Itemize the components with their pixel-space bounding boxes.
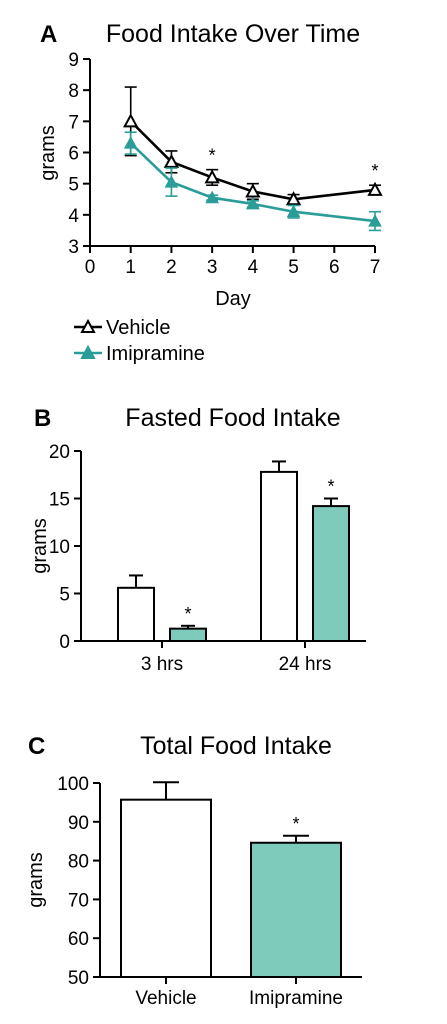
panel-c-y-tick-label: 100 xyxy=(57,774,89,795)
panel-a-x-tick-label: 6 xyxy=(329,257,340,278)
panel-c-title: Total Food Intake xyxy=(140,732,332,760)
panel-a-legend-label: Imipramine xyxy=(106,343,205,365)
panel-a-point-vehicle xyxy=(163,153,180,168)
panel-a-legend-marker xyxy=(80,344,96,359)
panel-a: A Food Intake Over Time grams Day 3 4 5 6 7 8… xyxy=(37,20,383,365)
panel-b-bar-imipramine xyxy=(312,505,350,642)
panel-a-series-line-imipramine xyxy=(129,142,376,223)
panel-a-point-vehicle xyxy=(204,169,220,184)
panel-a-y-tick-label: 8 xyxy=(68,81,79,102)
panel-b-bar-vehicle xyxy=(260,470,298,642)
panel-b-x-tick-label: 3 hrs xyxy=(141,654,183,675)
panel-a-x-tick-label: 0 xyxy=(85,257,96,278)
panel-a-legend-label: Vehicle xyxy=(106,317,171,339)
panel-c-bar-imipramine xyxy=(250,841,342,979)
panel-a-point-vehicle xyxy=(123,113,139,128)
panel-b-ylabel: grams xyxy=(29,518,51,574)
panel-a-letter: A xyxy=(40,21,57,48)
panel-a-y-tick-label: 4 xyxy=(68,206,79,227)
panel-b-title: Fasted Food Intake xyxy=(125,404,340,432)
panel-b-letter: B xyxy=(34,405,51,432)
panel-c-ylabel: grams xyxy=(25,852,47,908)
panel-c-bar-vehicle xyxy=(120,798,212,979)
panel-a-point-imipramine xyxy=(123,136,138,149)
panel-a-point-vehicle xyxy=(367,181,383,196)
panel-a-point-imipramine xyxy=(246,196,260,210)
panel-b: B Fasted Food Intake grams 0 5 10 15 20 3 hrs… xyxy=(29,404,366,675)
panel-c-letter: C xyxy=(28,733,45,760)
panel-c: C Total Food Intake grams 50 60 70 80 90 100 V… xyxy=(25,732,362,1009)
panel-a-series-line-vehicle xyxy=(129,120,376,201)
panel-a-y-tick-label: 3 xyxy=(68,237,79,258)
panel-c-y-tick-label: 60 xyxy=(68,929,89,950)
panel-b-bar-imipramine xyxy=(169,627,207,643)
panel-a-y-tick-label: 6 xyxy=(68,144,79,165)
panel-a-xlabel: Day xyxy=(215,288,251,310)
panel-b-significance-star: * xyxy=(327,477,334,497)
panel-a-y-tick-label: 5 xyxy=(68,175,79,196)
panel-a-point-vehicle xyxy=(285,191,302,206)
panel-a-significance-star: * xyxy=(371,161,378,181)
panel-c-y-tick-label: 80 xyxy=(68,852,89,873)
panel-b-significance-star: * xyxy=(184,604,191,624)
panel-a-x-tick-label: 5 xyxy=(288,257,299,278)
panel-c-significance-star: * xyxy=(292,814,299,834)
panel-b-y-tick-label: 5 xyxy=(59,585,70,606)
panel-a-point-imipramine xyxy=(286,204,301,218)
panel-b-x-tick-label: 24 hrs xyxy=(279,654,332,675)
panel-b-y-tick-label: 0 xyxy=(59,632,70,653)
panel-a-y-tick-label: 9 xyxy=(68,50,79,71)
panel-a-x-tick-label: 3 xyxy=(207,257,218,278)
panel-a-point-imipramine xyxy=(205,190,219,204)
panel-b-y-tick-label: 20 xyxy=(49,442,70,463)
panel-b-y-tick-label: 10 xyxy=(49,537,70,558)
panel-a-point-imipramine xyxy=(368,214,382,227)
panel-c-x-tick-label: Vehicle xyxy=(135,988,196,1009)
panel-a-x-tick-label: 2 xyxy=(166,257,177,278)
panel-a-point-vehicle xyxy=(245,183,261,198)
panel-c-y-tick-label: 50 xyxy=(68,968,89,989)
panel-a-legend-marker xyxy=(80,318,96,333)
panel-c-y-tick-label: 90 xyxy=(68,813,89,834)
panel-a-x-tick-label: 1 xyxy=(125,257,136,278)
panel-c-x-tick-label: Imipramine xyxy=(249,988,343,1009)
panel-a-title: Food Intake Over Time xyxy=(106,20,360,48)
panel-a-x-tick-label: 4 xyxy=(248,257,259,278)
panel-a-x-tick-label: 7 xyxy=(370,257,381,278)
panel-b-bar-vehicle xyxy=(117,586,155,642)
panel-a-significance-star: * xyxy=(209,146,216,166)
panel-a-y-tick-label: 7 xyxy=(68,112,79,133)
panel-b-y-tick-label: 15 xyxy=(49,490,70,511)
panel-a-point-imipramine xyxy=(164,175,179,188)
panel-c-y-tick-label: 70 xyxy=(68,890,89,911)
panel-a-ylabel: grams xyxy=(37,125,59,181)
